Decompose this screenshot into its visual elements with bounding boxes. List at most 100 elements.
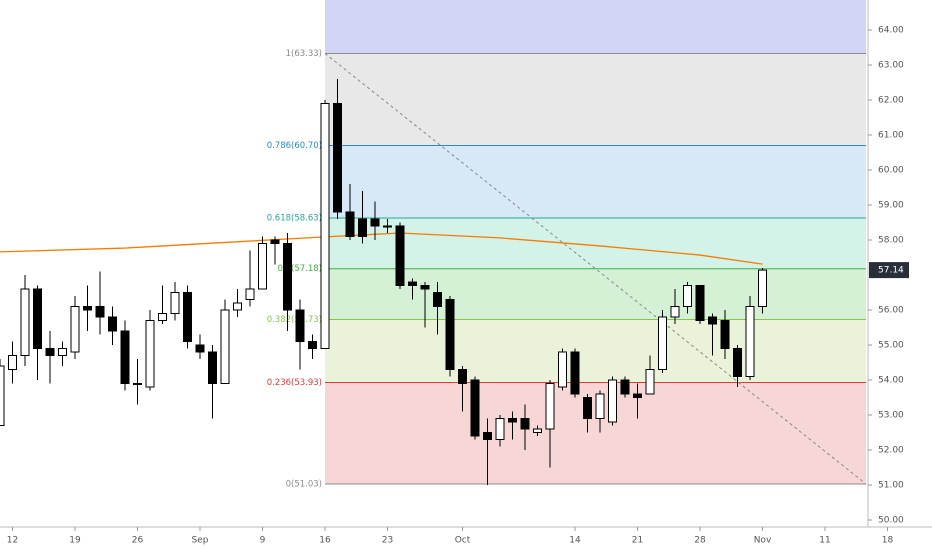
- x-tick-label: 28: [694, 536, 706, 546]
- fib-band: [325, 217, 866, 269]
- candle-body: [733, 347, 742, 377]
- candle-body: [245, 288, 255, 300]
- candle-body: [345, 211, 355, 237]
- fib-band: [325, 319, 866, 383]
- x-tick-label: Sep: [192, 536, 209, 546]
- y-tick-label: 54.00: [878, 375, 904, 385]
- fib-band: [325, 145, 866, 218]
- candle-body: [108, 316, 117, 332]
- candle-body: [708, 316, 717, 325]
- candle-body: [758, 269, 767, 307]
- candle-body: [545, 382, 555, 430]
- fib-label: 0.382(55.73): [267, 315, 322, 325]
- fib-trend-line: [324, 53, 867, 485]
- candle-body: [695, 284, 705, 321]
- x-tick-label: 12: [7, 536, 18, 546]
- y-tick-label: 51.00: [878, 480, 904, 490]
- candle-body: [308, 340, 317, 349]
- y-tick-label: 50.00: [878, 515, 904, 525]
- candle-body: [620, 379, 630, 395]
- y-tick-label: 63.00: [878, 60, 904, 70]
- x-tick-label: Oct: [455, 536, 471, 546]
- fib-label: 0.786(60.70): [267, 141, 322, 151]
- candle-body: [520, 417, 530, 430]
- candle-body: [533, 428, 542, 433]
- candle-body: [570, 351, 580, 395]
- candle-body: [83, 305, 92, 311]
- candle-body: [20, 288, 30, 356]
- x-tick-label: 9: [260, 536, 266, 546]
- fib-band: [325, 0, 866, 54]
- candle-body: [95, 305, 105, 318]
- candle-body: [58, 347, 67, 356]
- candle-body: [183, 291, 192, 342]
- candle-body: [558, 351, 567, 388]
- candle-body: [233, 302, 242, 311]
- candle-body: [220, 309, 230, 384]
- candle-body: [145, 319, 155, 388]
- candle-body: [433, 291, 442, 307]
- y-tick-label: 58.00: [878, 235, 904, 245]
- x-tick-label: 26: [132, 536, 144, 546]
- time-axis: [0, 527, 932, 550]
- plot-area: 1(63.33) 0.786(60.70) 0.618(58.63) 0.5(57.1…: [0, 0, 867, 489]
- y-tick-label: 52.00: [878, 445, 904, 455]
- fib-label: 0.236(53.93): [267, 378, 322, 388]
- candle-body: [133, 382, 142, 385]
- candle-body: [170, 291, 180, 314]
- price-badge: [869, 262, 909, 279]
- x-tick-label: 16: [319, 536, 331, 546]
- fib-band: [325, 268, 866, 320]
- axes: 50.00 51.00 52.00 53.00 54.00 55.00 56.00 58.00…: [7, 25, 909, 546]
- y-tick-label: 59.00: [878, 200, 904, 210]
- candle-body: [483, 431, 492, 440]
- fib-label: 0(51.03): [286, 479, 322, 489]
- y-tick-label: 64.00: [878, 25, 904, 35]
- x-tick-label: Nov: [754, 536, 772, 546]
- candle-body: [608, 379, 617, 423]
- candle-body: [458, 368, 467, 384]
- fib-label: 0.5(57.18): [278, 264, 322, 274]
- candle-body: [0, 365, 5, 426]
- candle-body: [270, 239, 280, 244]
- candle-body: [208, 351, 217, 384]
- candle-body: [8, 354, 17, 370]
- y-tick-label: 53.00: [878, 410, 904, 420]
- fib-label: 0.618(58.63): [267, 213, 322, 223]
- candle-body: [33, 288, 42, 349]
- candle-body: [633, 393, 642, 398]
- candle-body: [358, 218, 367, 237]
- candle-body: [383, 225, 392, 228]
- price-badge-label: 57.14: [878, 266, 904, 276]
- y-tick-label: 60.00: [878, 165, 904, 175]
- candle-body: [583, 396, 592, 419]
- candle-body: [670, 305, 680, 318]
- candle-body: [333, 102, 342, 213]
- candle-body: [70, 305, 80, 353]
- fib-label: 1(63.33): [286, 49, 322, 59]
- candle-body: [258, 242, 267, 290]
- x-tick-label: 14: [569, 536, 581, 546]
- candle-body: [445, 298, 455, 370]
- candle-body: [720, 319, 730, 349]
- candle-body: [745, 305, 755, 377]
- x-tick-label: 21: [632, 536, 643, 546]
- candle-body: [283, 242, 292, 311]
- candle-body: [370, 218, 380, 227]
- x-tick-label: 23: [382, 536, 393, 546]
- y-tick-label: 61.00: [878, 130, 904, 140]
- candle-body: [45, 347, 55, 356]
- candle-body: [495, 417, 505, 440]
- candle-body: [195, 344, 205, 353]
- y-tick-label: 55.00: [878, 340, 904, 350]
- candle-body: [295, 309, 305, 342]
- candle-body: [595, 393, 605, 419]
- candle-body: [158, 312, 167, 321]
- candle-body: [645, 368, 655, 395]
- x-tick-label: 18: [882, 536, 894, 546]
- candle-body: [420, 284, 430, 290]
- y-tick-label: 56.00: [878, 305, 904, 315]
- x-tick-label: 11: [819, 536, 830, 546]
- candle-body: [683, 284, 692, 307]
